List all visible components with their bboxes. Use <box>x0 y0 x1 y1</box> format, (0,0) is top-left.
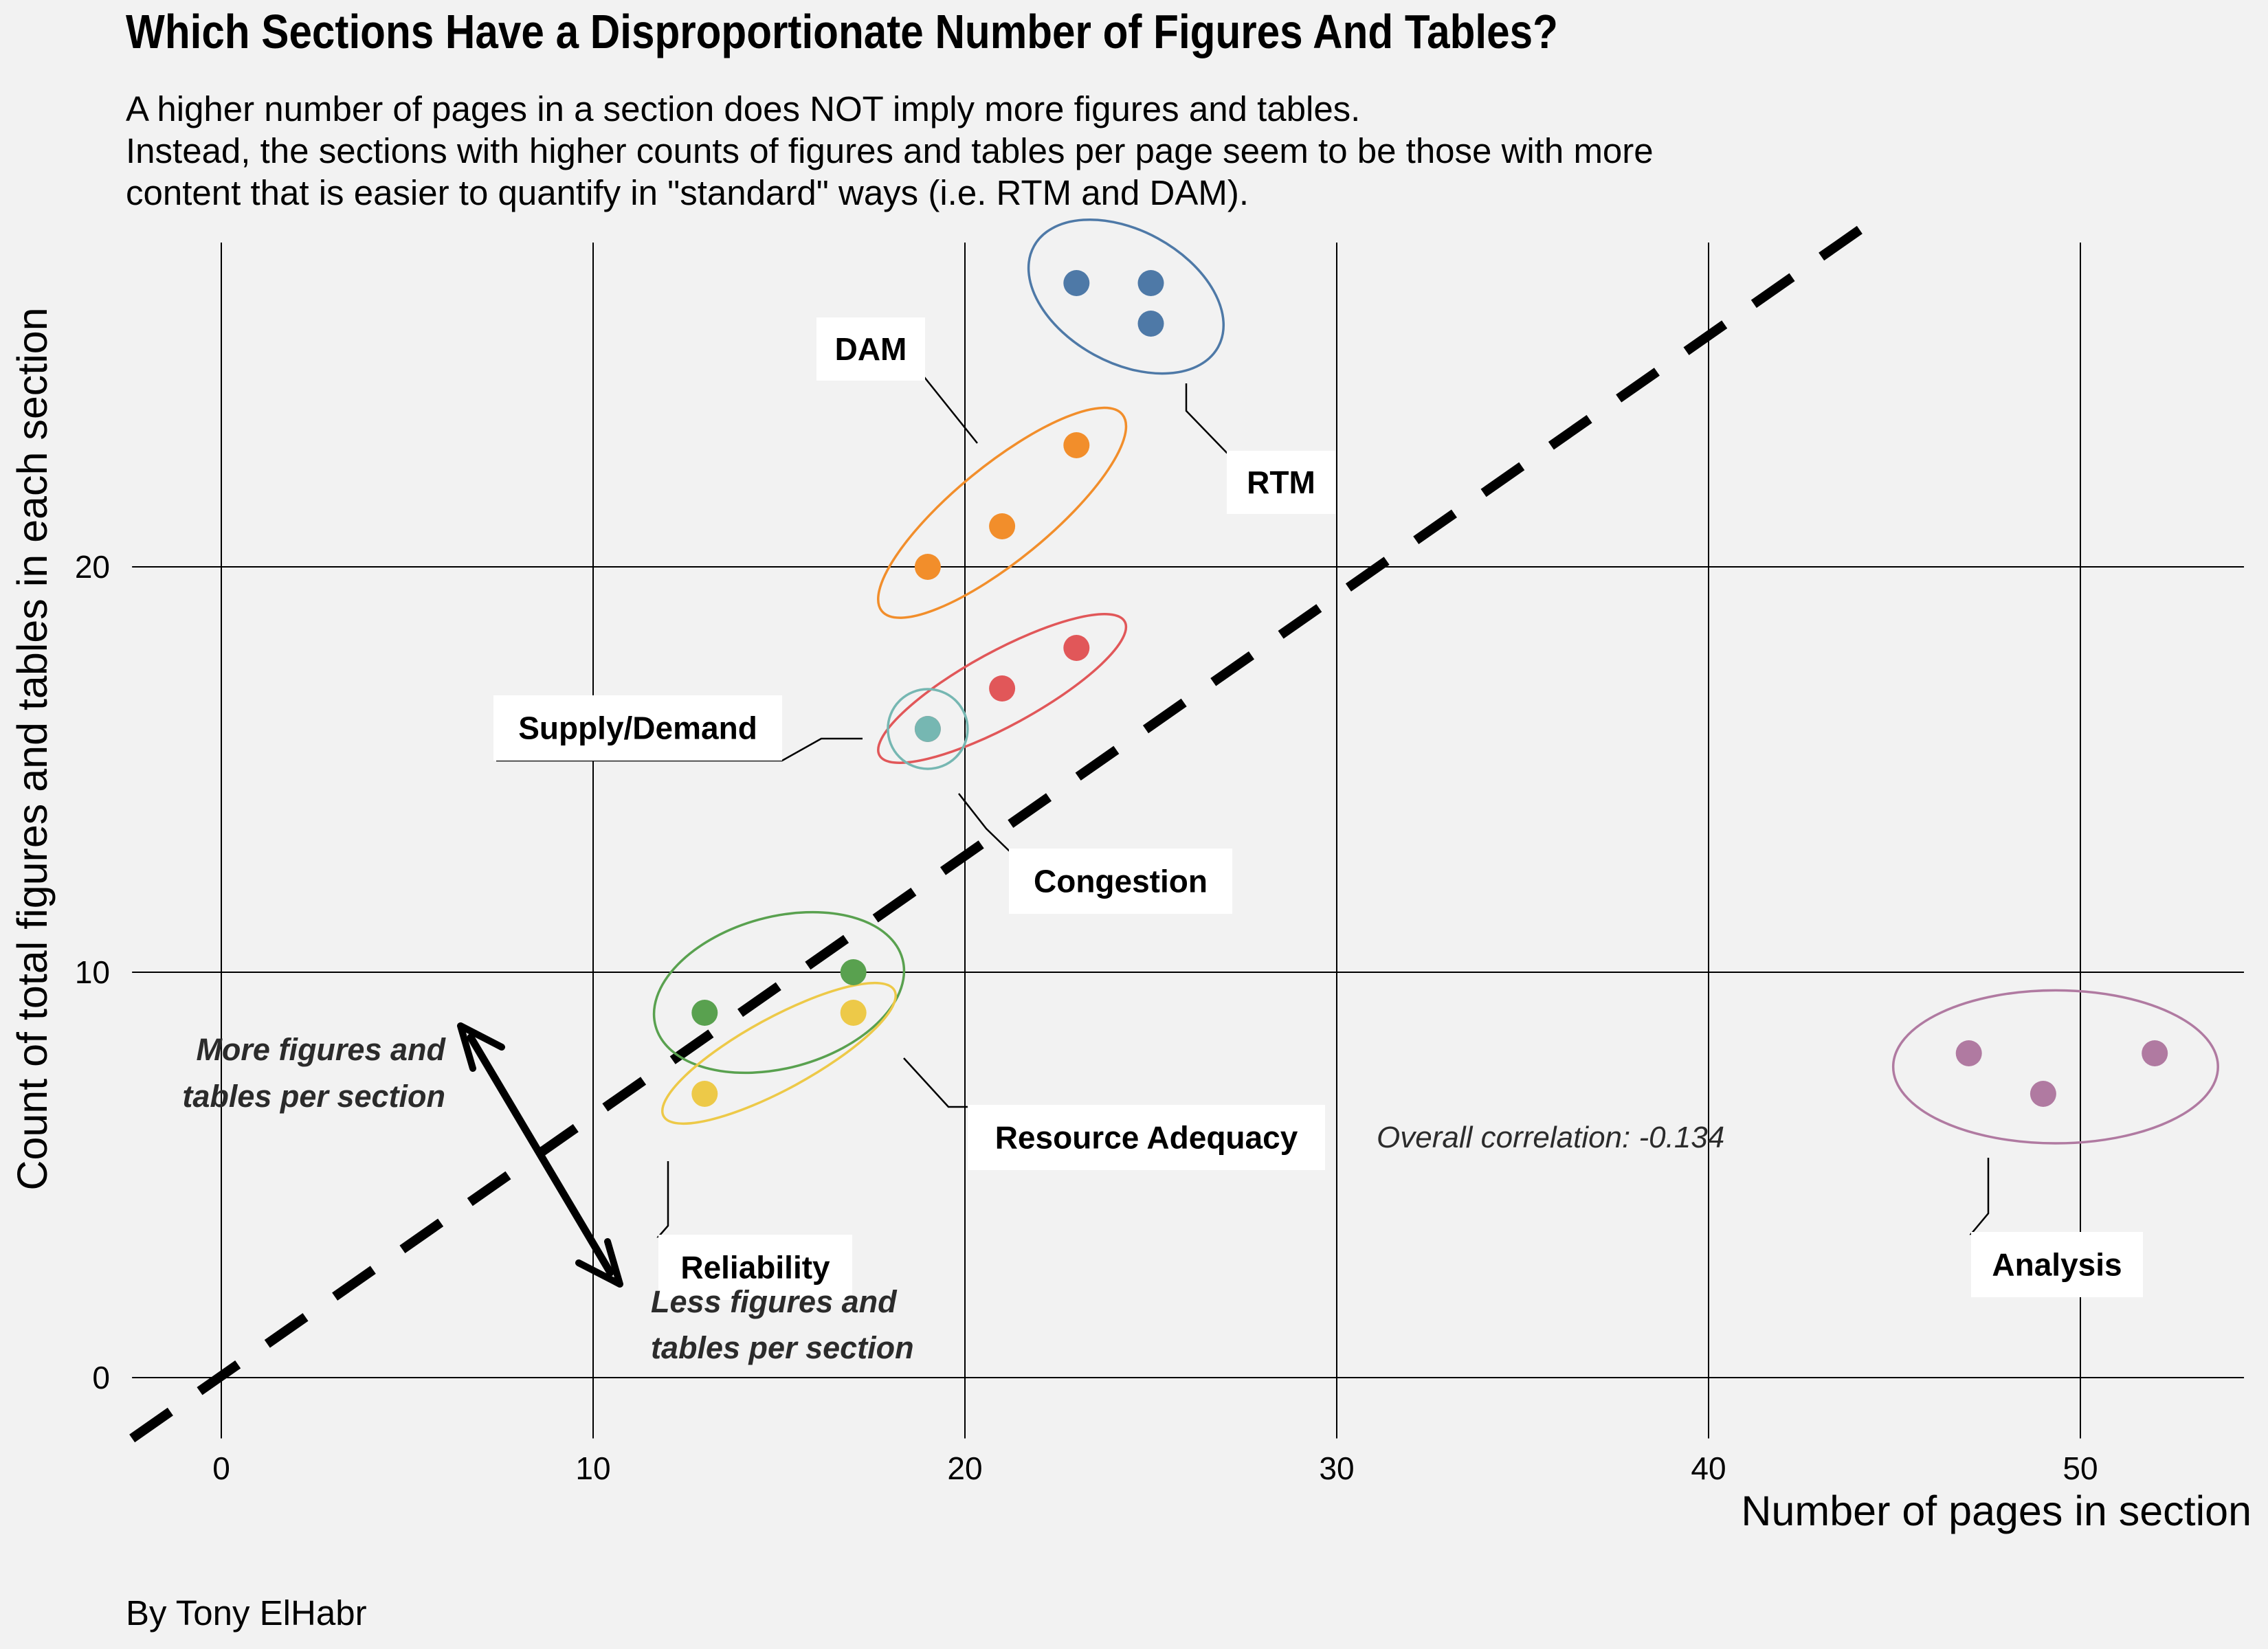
annotation-less-line2: tables per section <box>651 1330 914 1365</box>
group-ellipse-dam <box>877 406 1128 619</box>
subtitle-line: content that is easier to quantify in "s… <box>126 173 1249 212</box>
x-tick-label: 40 <box>1691 1450 1726 1486</box>
x-tick-label: 0 <box>212 1450 230 1486</box>
group-ellipse-analysis <box>1891 989 2219 1145</box>
point-supply-demand[interactable] <box>914 716 941 742</box>
point-rtm[interactable] <box>1137 311 1164 337</box>
reference-line <box>129 222 1868 1443</box>
label-box-supply-demand <box>493 695 782 761</box>
label-box-resource-adequacy <box>968 1105 1325 1170</box>
group-ellipse-supply-demand <box>887 688 969 770</box>
chart-subtitle: A higher number of pages in a section do… <box>126 88 1654 214</box>
subtitle-line: A higher number of pages in a section do… <box>126 89 1361 128</box>
label-dam: DAM <box>835 331 907 367</box>
subtitle-line: Instead, the sections with higher counts… <box>126 131 1654 170</box>
label-reliability: Reliability <box>680 1250 830 1286</box>
correlation-label: Overall correlation: -0.134 <box>1377 1121 1724 1154</box>
point-reliability[interactable] <box>691 1000 718 1026</box>
connector-reliability <box>656 1161 851 1238</box>
label-resource-adequacy: Resource Adequacy <box>995 1120 1298 1156</box>
label-rtm: RTM <box>1247 464 1315 500</box>
annotation-more-line1: More figures and <box>196 1032 446 1067</box>
point-congestion[interactable] <box>1063 635 1090 661</box>
point-reliability[interactable] <box>840 959 867 985</box>
connector-congestion <box>958 793 1232 852</box>
group-ellipse-rtm <box>1027 218 1225 375</box>
grid-lines <box>132 243 2245 1439</box>
point-congestion[interactable] <box>989 675 1016 702</box>
group-ellipse-congestion <box>877 613 1128 764</box>
point-dam[interactable] <box>989 513 1016 539</box>
y-axis-title: Count of total figures and tables in eac… <box>9 307 56 1190</box>
caption: By Tony ElHabr <box>126 1593 367 1633</box>
annotation-more-line2: tables per section <box>182 1079 445 1114</box>
group-ellipse-reliability <box>652 910 906 1075</box>
label-box-reliability <box>658 1235 852 1300</box>
point-analysis[interactable] <box>2030 1081 2056 1107</box>
x-axis-title: Number of pages in section <box>1741 1488 2252 1534</box>
point-analysis[interactable] <box>2142 1040 2168 1066</box>
connector-analysis <box>1969 1158 2142 1235</box>
x-tick-label: 20 <box>947 1450 982 1486</box>
point-resource-adequacy[interactable] <box>691 1081 718 1107</box>
label-box-dam <box>816 317 925 381</box>
point-resource-adequacy[interactable] <box>840 1000 867 1026</box>
y-tick-label: 10 <box>75 954 110 990</box>
label-box-congestion <box>1009 849 1232 914</box>
group-ellipse-resource-adequacy <box>661 981 897 1125</box>
arrowhead-up <box>457 1022 505 1072</box>
point-rtm[interactable] <box>1137 270 1164 296</box>
y-tick-label: 0 <box>92 1360 110 1395</box>
connector-dam <box>816 376 978 444</box>
connector-resource-adequacy <box>903 1057 1325 1108</box>
arrowhead-down <box>575 1238 623 1288</box>
x-tick-label: 50 <box>2063 1450 2098 1486</box>
y-tick-label: 20 <box>75 549 110 585</box>
x-tick-label: 10 <box>575 1450 610 1486</box>
point-dam[interactable] <box>1063 432 1090 458</box>
connector-rtm <box>1185 383 1333 454</box>
label-box-rtm <box>1227 451 1335 514</box>
chart-title: Which Sections Have a Disproportionate N… <box>126 5 1558 58</box>
point-analysis[interactable] <box>1955 1040 1982 1066</box>
label-supply-demand: Supply/Demand <box>518 710 757 746</box>
label-box-analysis <box>1971 1232 2143 1297</box>
point-rtm[interactable] <box>1063 270 1090 296</box>
x-tick-label: 30 <box>1319 1450 1354 1486</box>
annotation-less-line1: Less figures and <box>651 1284 898 1319</box>
axis-ticks: 0 10 20 30 40 50 0 10 20 <box>75 549 2098 1486</box>
annotation-arrow <box>467 1033 614 1277</box>
point-dam[interactable] <box>914 554 941 580</box>
label-analysis: Analysis <box>1992 1247 2122 1283</box>
label-congestion: Congestion <box>1034 864 1208 899</box>
